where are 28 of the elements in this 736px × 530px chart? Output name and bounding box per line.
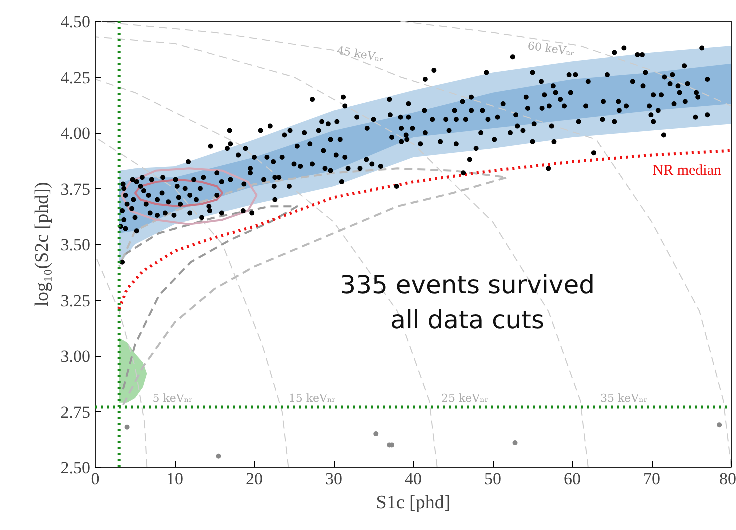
x-tick-label: 40 [405,470,422,488]
x-tick-label: 30 [326,470,342,488]
x-tick-label: 70 [644,470,660,488]
y-tick-label: 3.75 [60,180,90,199]
x-axis-title: S1c [phd] [376,492,451,514]
x-tick-label: 10 [166,470,184,488]
annotation: 35 keVₙᵣ [600,392,648,405]
x-tick-label: 50 [484,470,502,488]
x-tick-label: 0 [91,470,100,488]
y-tick-label: 2.75 [60,402,90,422]
y-tick-label: 4.00 [60,124,90,143]
annotation: 25 keVₙᵣ [441,392,489,405]
x-tick-label: 80 [720,470,736,488]
y-tick-label: 4.50 [60,12,90,32]
x-tick-label: 60 [564,470,581,488]
annotation: 5 keVₙᵣ [152,392,194,405]
y-axis-title: log₁₀(S2c [phd]) [32,182,53,307]
y-tick-label: 4.25 [60,68,90,88]
x-tick-label: 20 [246,470,263,488]
y-tick-label: 3.50 [60,236,90,254]
y-tick-label: 3.25 [60,291,90,310]
y-tick-label: 3.00 [60,347,90,366]
annotation: 60 keVₙᵣ [527,40,576,59]
annotation: 15 keVₙᵣ [288,392,336,405]
y-tick-label: 2.50 [60,458,90,478]
annotation: 335 events survived all data cuts [340,270,595,334]
series-label: NR median [652,162,722,179]
annotation: 45 keVₙᵣ [336,44,385,65]
